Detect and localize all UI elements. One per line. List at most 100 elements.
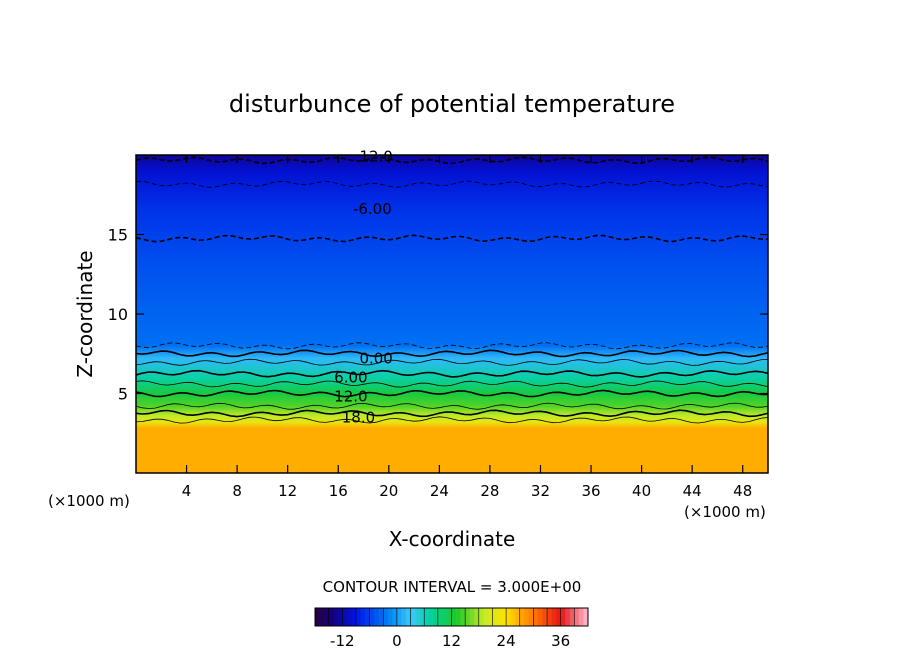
colorbar-swatch <box>569 608 575 626</box>
colorbar-swatch <box>378 608 384 626</box>
colorbar-swatch <box>460 608 466 626</box>
colorbar-swatch <box>456 608 461 626</box>
x-axis-label: X-coordinate <box>389 527 516 551</box>
colorbar-swatch <box>528 608 534 626</box>
contour-label: 0.00 <box>359 350 392 368</box>
temperature-field <box>136 155 768 473</box>
colorbar-swatch <box>437 608 443 626</box>
colorbar-swatch <box>446 608 452 626</box>
contour-lines <box>136 156 768 424</box>
colorbar-swatch <box>319 608 325 626</box>
contour-label: 12.0 <box>334 388 367 406</box>
colorbar-swatch <box>478 608 484 626</box>
colorbar-tick-label: 12 <box>442 632 461 650</box>
x-unit-right: (×1000 m) <box>684 503 766 521</box>
colorbar-swatch <box>365 608 370 626</box>
colorbar-frame <box>314 607 589 627</box>
x-tick-label: 36 <box>581 482 600 500</box>
colorbar-swatch <box>337 608 343 626</box>
contour-line <box>136 402 768 410</box>
colorbar-swatch <box>506 608 511 626</box>
contour-line <box>136 156 768 165</box>
colorbar-swatch <box>428 608 434 626</box>
colorbar-swatch <box>497 608 502 626</box>
y-tick-label: 5 <box>118 385 128 404</box>
plot-area <box>136 155 768 473</box>
colorbar-swatch <box>451 608 457 626</box>
colorbar-swatch <box>565 608 571 626</box>
contour-label: 12.0 <box>359 148 392 166</box>
y-tick-label: 15 <box>108 226 128 245</box>
x-tick-label: 16 <box>329 482 348 500</box>
x-tick-label: 28 <box>480 482 499 500</box>
contour-interval-note: CONTOUR INTERVAL = 3.000E+00 <box>323 578 582 596</box>
x-tick-label: 48 <box>733 482 752 500</box>
colorbar-swatch <box>578 608 584 626</box>
colorbar-swatch <box>492 608 498 626</box>
x-tick-label: 44 <box>683 482 702 500</box>
colorbar-swatch <box>392 608 398 626</box>
x-axis-ticks: 4 8 12 16 20 24 28 32 36 40 44 48 <box>182 155 752 500</box>
colorbar-swatch <box>360 608 366 626</box>
colorbar-swatch <box>369 608 375 626</box>
x-tick-label: 4 <box>182 482 192 500</box>
colorbar-swatch <box>501 608 507 626</box>
colorbar-swatch <box>401 608 407 626</box>
colorbar-swatch <box>574 608 580 626</box>
colorbar-swatch <box>324 608 329 626</box>
colorbar-swatch <box>547 608 552 626</box>
colorbar-tick-label: -12 <box>330 632 355 650</box>
colorbar-swatch <box>433 608 439 626</box>
colorbar-swatch <box>474 608 480 626</box>
contour-line <box>136 380 768 388</box>
x-tick-label: 20 <box>379 482 398 500</box>
contour-line <box>136 358 768 366</box>
colorbar-tick-label: 0 <box>392 632 402 650</box>
x-tick-label: 40 <box>632 482 651 500</box>
colorbar-swatch <box>387 608 393 626</box>
contour-label: 18.0 <box>342 408 375 426</box>
x-tick-label: 24 <box>430 482 449 500</box>
contour-line <box>136 349 768 358</box>
colorbar-tick-label: 36 <box>551 632 570 650</box>
contour-line <box>136 409 768 418</box>
colorbar-swatch <box>515 608 521 626</box>
contour-label: 6.00 <box>334 369 367 387</box>
colorbar-swatch <box>519 608 525 626</box>
colorbar-swatch <box>415 608 420 626</box>
colorbar-swatch <box>396 608 402 626</box>
y-axis-label: Z-coordinate <box>73 250 97 377</box>
x-tick-label: 12 <box>278 482 297 500</box>
colorbar-swatch <box>328 608 334 626</box>
colorbar-swatch <box>469 608 475 626</box>
contour-line <box>136 180 768 188</box>
colorbar-swatch <box>355 608 361 626</box>
colorbar-swatch <box>342 608 348 626</box>
contour-line <box>136 369 768 378</box>
colorbar-swatch <box>424 608 430 626</box>
colorbar-swatch <box>542 608 548 626</box>
contour-line <box>136 342 768 350</box>
x-unit-left: (×1000 m) <box>48 492 130 510</box>
colorbar-swatch <box>374 608 379 626</box>
colorbar-tick-label: 24 <box>497 632 516 650</box>
colorbar-swatch <box>551 608 557 626</box>
colorbar-swatch <box>524 608 530 626</box>
contour-line <box>136 416 768 424</box>
colorbar-swatch <box>537 608 543 626</box>
colorbar-swatch <box>510 608 516 626</box>
chart-title: disturbunce of potential temperature <box>229 90 675 118</box>
colorbar-swatch <box>410 608 416 626</box>
colorbar-swatch <box>442 608 448 626</box>
colorbar-swatch <box>483 608 489 626</box>
colorbar-swatch <box>560 608 566 626</box>
y-tick-label: 10 <box>108 305 128 324</box>
colorbar-swatch <box>487 608 493 626</box>
colorbar-swatch <box>406 608 411 626</box>
colorbar-swatch <box>315 608 320 626</box>
colorbar-swatch <box>351 608 357 626</box>
colorbar-swatch <box>346 608 352 626</box>
x-tick-label: 8 <box>232 482 242 500</box>
